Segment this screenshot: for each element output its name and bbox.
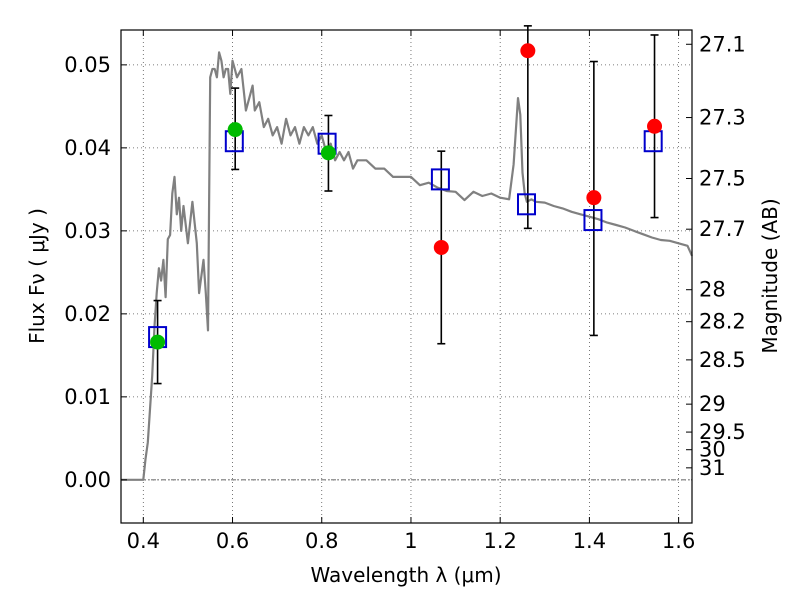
x-tick-label: 1.2: [483, 529, 516, 553]
mag-tick-label: 28.2: [699, 310, 746, 334]
mag-tick-label: 27.3: [699, 106, 746, 130]
y-tick-label: 0.04: [64, 136, 111, 160]
x-axis-label: Wavelength λ (μm): [310, 563, 501, 587]
x-tick-label: 1: [404, 529, 417, 553]
grid: [121, 30, 692, 523]
y-tick-label: 0.02: [64, 302, 111, 326]
observed-point: [647, 118, 663, 134]
observed-point: [520, 43, 536, 59]
mag-tick-label: 27.7: [699, 217, 746, 241]
observed-point: [320, 145, 336, 161]
model-square: [583, 209, 603, 232]
y-axis-label: Flux Fν ( μJy ): [25, 208, 49, 344]
mag-tick-label: 31: [699, 456, 726, 480]
mag-tick-label: 28.5: [699, 348, 746, 372]
model-square: [516, 193, 536, 216]
observed-point: [227, 122, 243, 138]
sed-model-line: [121, 51, 694, 481]
y-tick-label: 0.03: [64, 219, 111, 243]
y-tick-label: 0.00: [64, 468, 111, 492]
mag-tick-label: 29: [699, 392, 726, 416]
x-tick-label: 1.6: [662, 529, 695, 553]
y-tick-label: 0.01: [64, 385, 111, 409]
mag-tick-label: 29.5: [699, 420, 746, 444]
observed-point: [433, 239, 449, 255]
observed-point: [150, 334, 166, 350]
x-tick-label: 0.4: [127, 529, 160, 553]
mag-tick-label: 30: [699, 438, 726, 462]
y-tick-label: 0.05: [64, 53, 111, 77]
mag-tick-label: 28: [699, 278, 726, 302]
x-tick-label: 0.8: [305, 529, 338, 553]
mag-tick-label: 27.5: [699, 166, 746, 190]
axes-frame: [120, 29, 693, 524]
right-axis-label: Magnitude (AB): [758, 198, 782, 353]
plot-area: [121, 25, 694, 481]
mag-tick-label: 27.1: [699, 32, 746, 56]
model-square: [430, 168, 450, 191]
ticks: 0.4 0.6 0.8 1 1.2 1.4 1.6 0.00 0.01 0.02 0.03 0.04 0…: [64, 30, 746, 553]
x-tick-label: 1.4: [573, 529, 606, 553]
observed-point: [586, 190, 602, 206]
x-tick-label: 0.6: [216, 529, 249, 553]
